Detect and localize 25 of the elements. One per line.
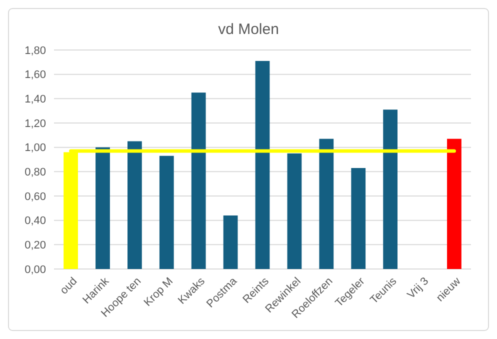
y-tick-label: 0,40	[24, 215, 46, 228]
bar	[159, 156, 174, 269]
y-tick-label: 0,20	[24, 240, 46, 252]
bar	[127, 141, 142, 269]
bar	[383, 110, 398, 269]
y-tick-label: 0,80	[24, 166, 46, 179]
bar	[96, 147, 110, 269]
y-tick-label: 0,00	[24, 264, 46, 276]
bar	[319, 138, 334, 269]
bar	[223, 215, 238, 269]
bar	[351, 168, 366, 269]
y-tick-label: 1,40	[24, 94, 46, 106]
x-tick-label: Vrij 3	[405, 275, 432, 302]
y-tick-label: 1,00	[24, 142, 46, 154]
y-tick-label: 0,60	[24, 190, 46, 203]
x-tick-label: Krop M	[142, 275, 176, 309]
chart-title: vd Molen	[218, 21, 279, 38]
y-tick-label: 1,80	[24, 44, 46, 57]
bar	[447, 138, 462, 269]
bar	[287, 153, 302, 269]
bar	[191, 92, 206, 269]
y-tick-label: 1,20	[24, 118, 46, 130]
y-tick-label: 1,60	[24, 69, 46, 82]
bar	[255, 60, 270, 269]
x-tick-label: oud	[58, 275, 80, 297]
